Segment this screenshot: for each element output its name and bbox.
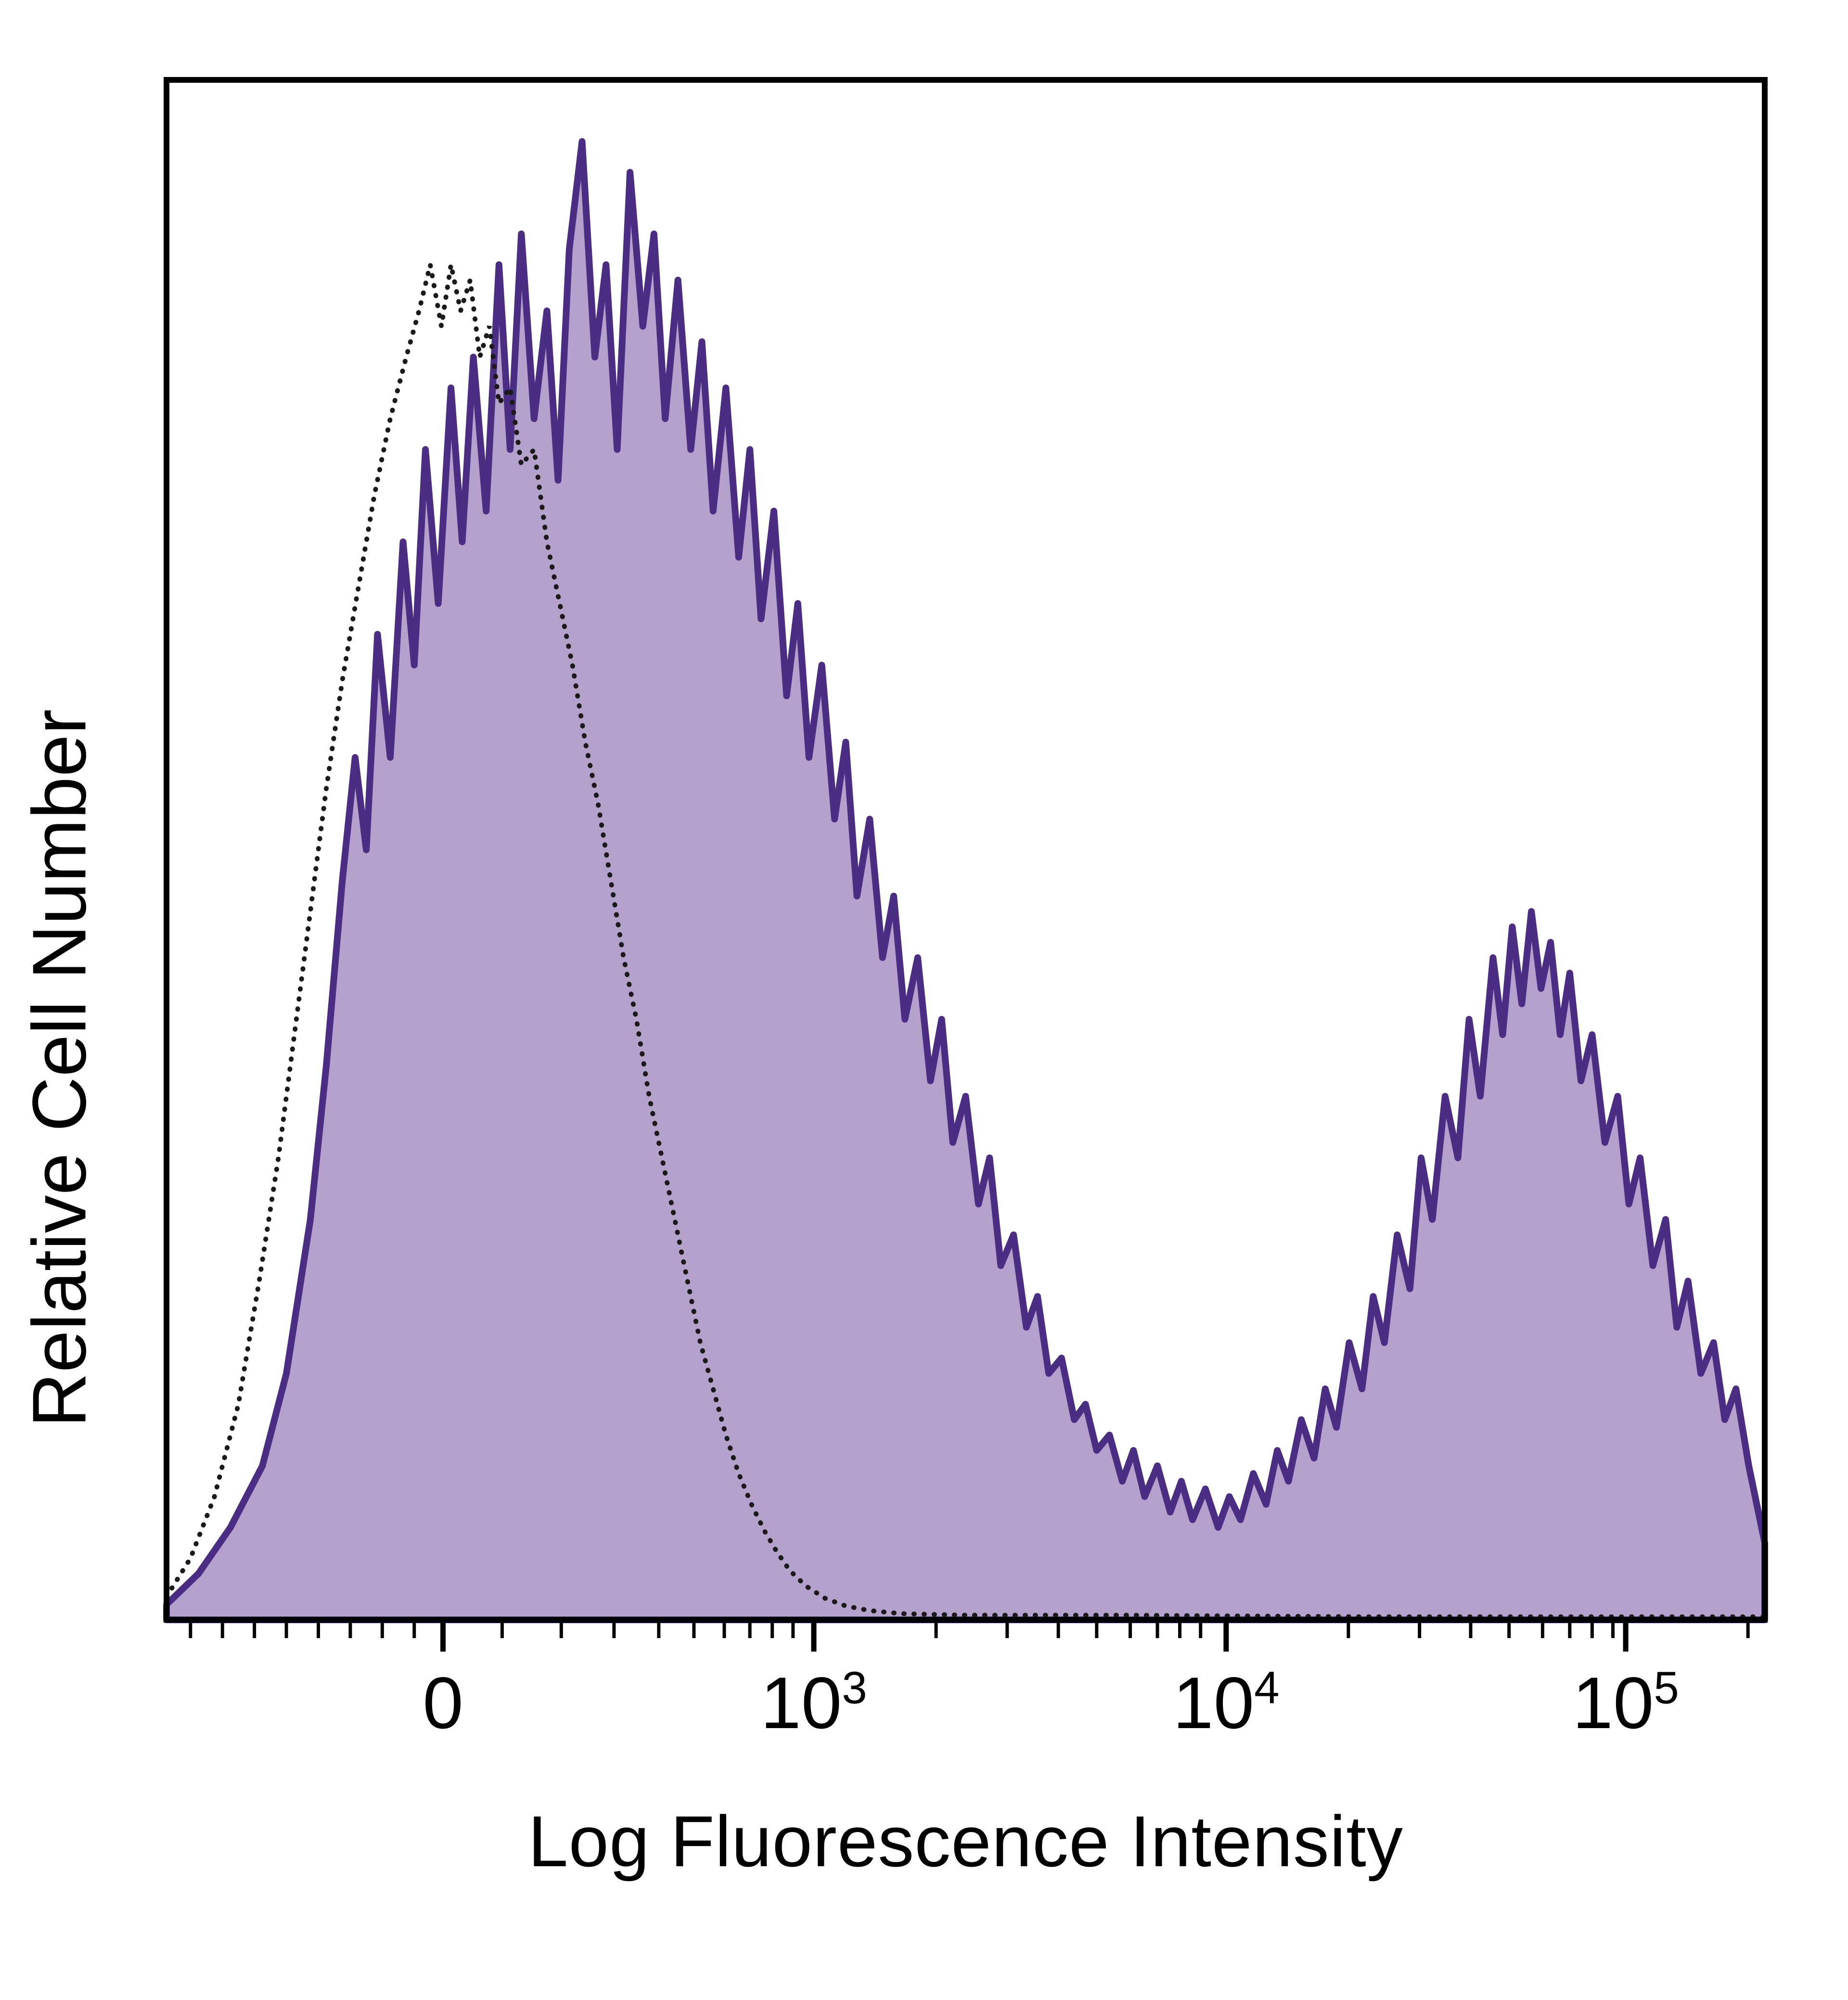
plot-frame — [164, 77, 1768, 1623]
x-axis-ticks — [189, 1620, 1750, 1652]
y-axis-label: Relative Cell Number — [17, 709, 102, 1428]
sample-histogram-area — [163, 138, 1768, 1623]
control-histogram-outline — [164, 264, 1767, 1619]
x-axis-label: Log Fluorescence Intensity — [528, 1801, 1403, 1882]
